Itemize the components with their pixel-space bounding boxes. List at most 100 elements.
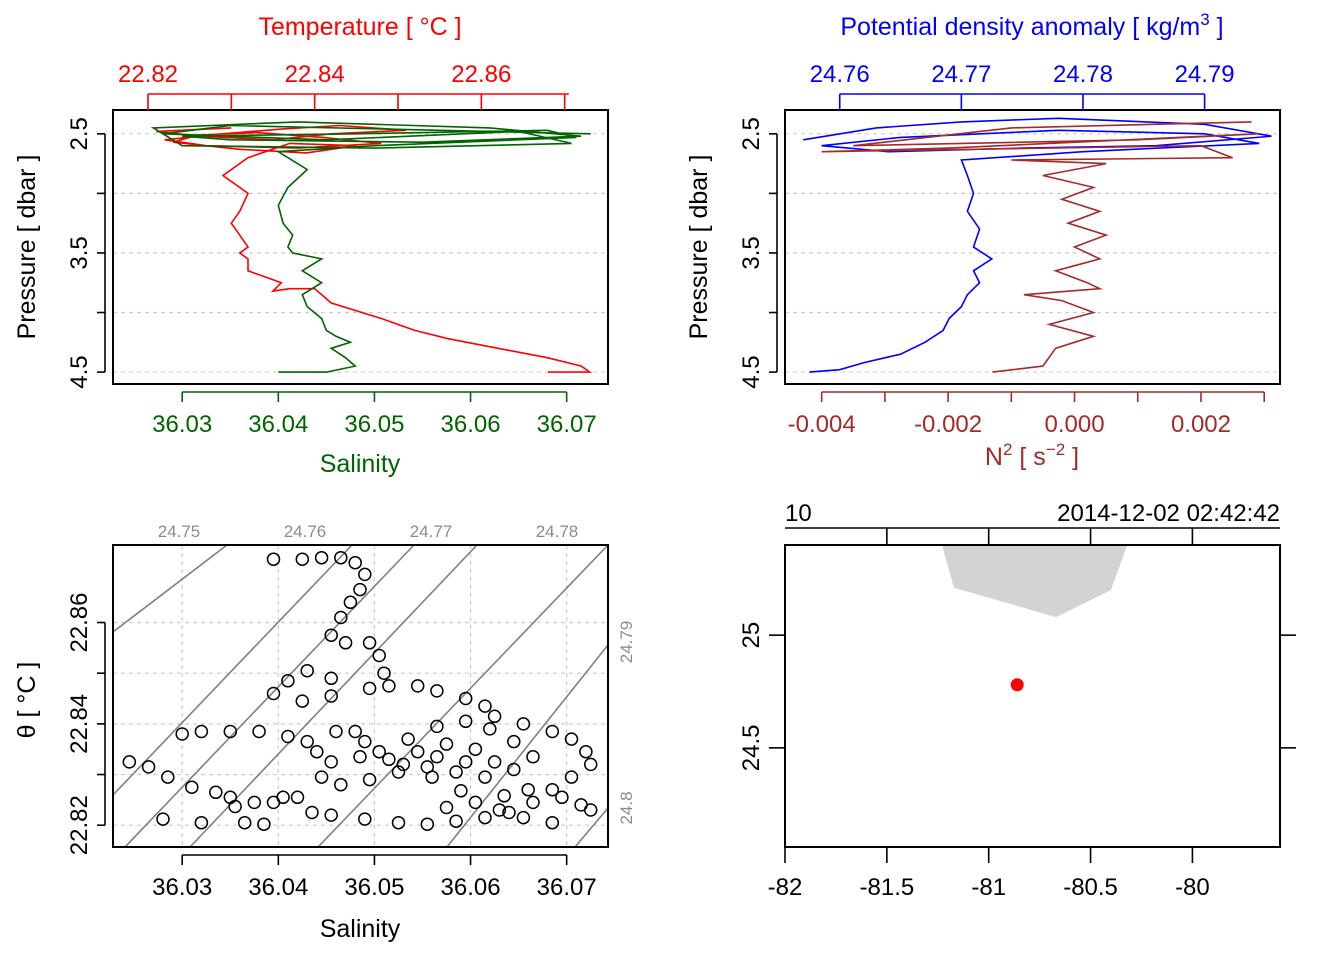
ts-point [358, 567, 372, 582]
salinity-tick-label: 36.07 [537, 874, 597, 901]
ts-point [430, 750, 444, 764]
salinity-tick-label: 36.04 [248, 874, 308, 901]
ts-point [507, 734, 521, 749]
ts-point [555, 790, 569, 805]
ts-point [362, 681, 377, 696]
latitude-tick-label: 25 [738, 622, 765, 649]
ts-profile-grid [113, 133, 608, 373]
ts-point [141, 760, 156, 774]
ts-point [487, 755, 502, 769]
ts-point [353, 582, 367, 597]
longitude-tick-label: -82 [768, 874, 803, 901]
density-profile-panel: 24.76 24.77 24.78 24.79 -0.004 -0.002 0.000 0.0… [685, 10, 1281, 471]
density-line [803, 117, 1272, 373]
ts-point [266, 552, 281, 566]
isopycnal-line [113, 545, 353, 796]
ts-point [266, 686, 281, 701]
station-map-axes: -82 -81.5 -81 -80.5 -80 24.5 25 [738, 528, 1296, 901]
salinity-tick-label: 36.03 [152, 874, 212, 901]
pressure-tick-label: 4.5 [66, 355, 93, 388]
isopycnal-line [189, 545, 478, 847]
station-map-panel: -82 -81.5 -81 -80.5 -80 24.5 25 10 2014-12-02 … [738, 500, 1296, 901]
salinity-line [150, 121, 591, 373]
ts-point [583, 757, 598, 772]
temperature-tick-label: 22.82 [118, 61, 178, 88]
density-tick-label: 24.79 [1175, 61, 1235, 88]
ts-point [583, 803, 598, 817]
ts-point [348, 724, 362, 739]
ts-point [324, 689, 338, 703]
ts-point [521, 782, 535, 797]
ts-point [458, 714, 473, 729]
n2-tick-label: -0.004 [788, 411, 856, 438]
salinity-tick-label: 36.05 [344, 874, 404, 901]
longitude-tick-label: -81.5 [860, 874, 915, 901]
ts-point [564, 770, 579, 784]
theta-tick-label: 22.82 [66, 795, 93, 855]
temperature-tick-label: 22.86 [451, 61, 511, 88]
salinity-tick-label: 36.04 [248, 411, 308, 438]
ts-point [348, 555, 362, 570]
pressure-tick-label: 2.5 [738, 117, 765, 150]
station-marker [1010, 678, 1024, 692]
longitude-tick-label: -80.5 [1063, 874, 1118, 901]
ts-point [237, 815, 252, 830]
ts-point [478, 699, 492, 713]
density-tick-label: 24.78 [1053, 61, 1113, 88]
ts-point [324, 808, 338, 822]
coastline-land [941, 545, 1128, 618]
temperature-tick-label: 22.84 [285, 61, 345, 88]
theta-tick-label: 22.84 [66, 694, 93, 754]
longitude-tick-label: -81 [971, 874, 1006, 901]
ts-point [324, 671, 338, 686]
isopycnal-line [113, 545, 228, 633]
salinity-tick-label: 36.03 [152, 411, 212, 438]
isopycnal-line [574, 807, 608, 847]
ts-point [257, 817, 271, 831]
n2-tick-label: 0.000 [1045, 411, 1105, 438]
ts-point [372, 648, 386, 663]
ts-point [468, 742, 483, 756]
ts-profile-axes: 22.82 22.84 22.86 36.03 36.04 36.05 36.06 36.07… [66, 61, 597, 438]
ts-point [156, 812, 170, 826]
ts-point [545, 724, 560, 739]
ts-point [449, 765, 463, 779]
ts-point [334, 610, 348, 625]
density-profile-frame [784, 109, 1281, 385]
ts-point [439, 800, 454, 815]
ts-point [334, 777, 348, 792]
density-profile-series [803, 117, 1272, 373]
theta-tick-label: 22.86 [66, 592, 93, 652]
pressure-axis-label-left: Pressure [ dbar ] [13, 155, 41, 340]
ts-point [545, 782, 560, 797]
isopycnal-label: 24.79 [617, 621, 636, 664]
ts-diagram-frame [112, 544, 609, 848]
ts-point [295, 694, 310, 708]
ts-point [458, 755, 473, 769]
ts-point [516, 810, 531, 825]
map-station [1010, 678, 1024, 692]
isopycnal-label: 24.78 [536, 522, 579, 541]
ts-point [358, 812, 372, 826]
pressure-tick-label: 3.5 [66, 236, 93, 269]
density-tick-label: 24.77 [931, 61, 991, 88]
ts-point [382, 752, 396, 767]
n2-axis-label: N2 [ s−2 ] [985, 440, 1079, 471]
ts-point [122, 755, 137, 769]
ts-point [353, 750, 367, 764]
ts-point [458, 691, 473, 706]
ts-salinity-axis-label: Salinity [320, 915, 401, 943]
ts-point [545, 815, 560, 830]
ts-point [454, 784, 468, 798]
ts-point [420, 817, 435, 831]
ts-point [161, 770, 175, 784]
ts-point [502, 805, 516, 820]
ts-point [410, 679, 425, 693]
ts-point [372, 744, 386, 759]
pressure-tick-label: 4.5 [738, 355, 765, 388]
isopycnal-line [446, 644, 608, 847]
ts-point [281, 729, 295, 744]
ts-point [430, 684, 444, 698]
n2-tick-label: -0.002 [914, 411, 982, 438]
ts-point [247, 795, 262, 810]
